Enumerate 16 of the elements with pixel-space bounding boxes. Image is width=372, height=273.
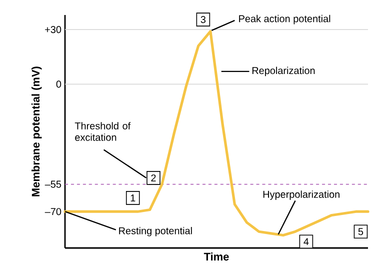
annotation: Threshold of excitation [74, 122, 131, 141]
annotation: Repolarization [252, 66, 315, 76]
y-tick-label: –70 [44, 208, 62, 216]
x-axis-title: Time [204, 252, 229, 261]
annotation: 1 [130, 194, 136, 202]
annotation: 4 [304, 238, 309, 246]
annotation: Peak action potential [239, 14, 330, 24]
y-axis-title: Membrane potential (mV) [32, 66, 42, 196]
annotation: 5 [358, 228, 364, 236]
y-tick-label: 0 [56, 80, 62, 88]
annotation: Resting potential [119, 226, 192, 236]
annotation: 2 [151, 174, 156, 182]
y-tick-label: –55 [44, 180, 62, 188]
annotation: Hyperpolarization [263, 190, 340, 200]
y-tick-label: +30 [45, 26, 62, 34]
annotation: 3 [200, 16, 206, 24]
